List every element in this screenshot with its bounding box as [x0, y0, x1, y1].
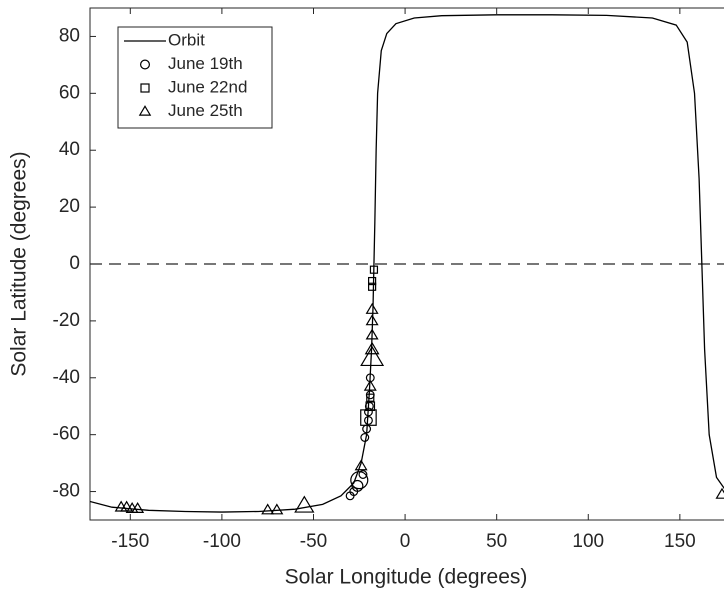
legend-label: June 25th: [168, 101, 243, 120]
marker-triangle: [364, 341, 380, 355]
marker-circle: [365, 390, 375, 400]
marker-triangle: [120, 500, 134, 512]
orbit-line: [90, 14, 724, 513]
x-tick-label: -50: [300, 531, 327, 552]
marker-triangle: [360, 345, 385, 367]
marker-circle: [358, 470, 368, 479]
marker-square: [368, 276, 377, 286]
legend-label: June 19th: [168, 54, 243, 73]
y-tick-label: -60: [53, 424, 80, 445]
y-tick-label: 80: [59, 25, 80, 46]
x-tick-label: 50: [486, 531, 507, 552]
y-tick-label: -20: [53, 310, 80, 331]
y-tick-label: 20: [59, 196, 80, 217]
marker-triangle: [114, 500, 128, 512]
marker-square: [140, 83, 150, 93]
legend-box: [117, 26, 273, 129]
y-tick-label: -40: [53, 367, 80, 388]
y-tick-label: -80: [53, 481, 80, 502]
marker-circle: [360, 433, 370, 442]
marker-triangle: [131, 501, 145, 514]
y-axis-label: Solar Latitude (degrees): [8, 151, 31, 376]
marker-circle: [363, 407, 373, 417]
x-tick-label: -100: [203, 531, 241, 552]
marker-square: [368, 282, 377, 291]
marker-triangle: [261, 503, 275, 515]
marker-triangle: [270, 503, 284, 515]
legend-label: June 22nd: [168, 77, 247, 96]
y-tick-label: 0: [69, 253, 80, 274]
marker-triangle: [365, 328, 379, 340]
marker-circle: [350, 471, 369, 490]
marker-triangle: [365, 302, 379, 314]
marker-triangle: [365, 314, 379, 326]
marker-triangle: [294, 495, 315, 513]
marker-triangle: [138, 105, 152, 116]
marker-triangle: [715, 487, 724, 499]
plot-area: [90, 14, 724, 515]
marker-square: [365, 401, 376, 412]
x-tick-label: 150: [664, 531, 696, 552]
marker-square: [366, 393, 375, 402]
marker-circle: [363, 415, 373, 425]
marker-circle: [140, 59, 151, 70]
x-tick-label: 0: [400, 531, 411, 552]
marker-circle: [351, 479, 364, 492]
y-tick-label: 40: [59, 139, 80, 160]
marker-triangle: [354, 459, 368, 471]
legend-label: Orbit: [168, 30, 205, 49]
x-axis-label: Solar Longitude (degrees): [285, 566, 528, 589]
marker-square: [369, 265, 379, 274]
y-tick-label: 60: [59, 82, 80, 103]
marker-triangle: [363, 379, 377, 391]
x-tick-label: 100: [572, 531, 604, 552]
x-tick-label: -150: [111, 531, 149, 552]
